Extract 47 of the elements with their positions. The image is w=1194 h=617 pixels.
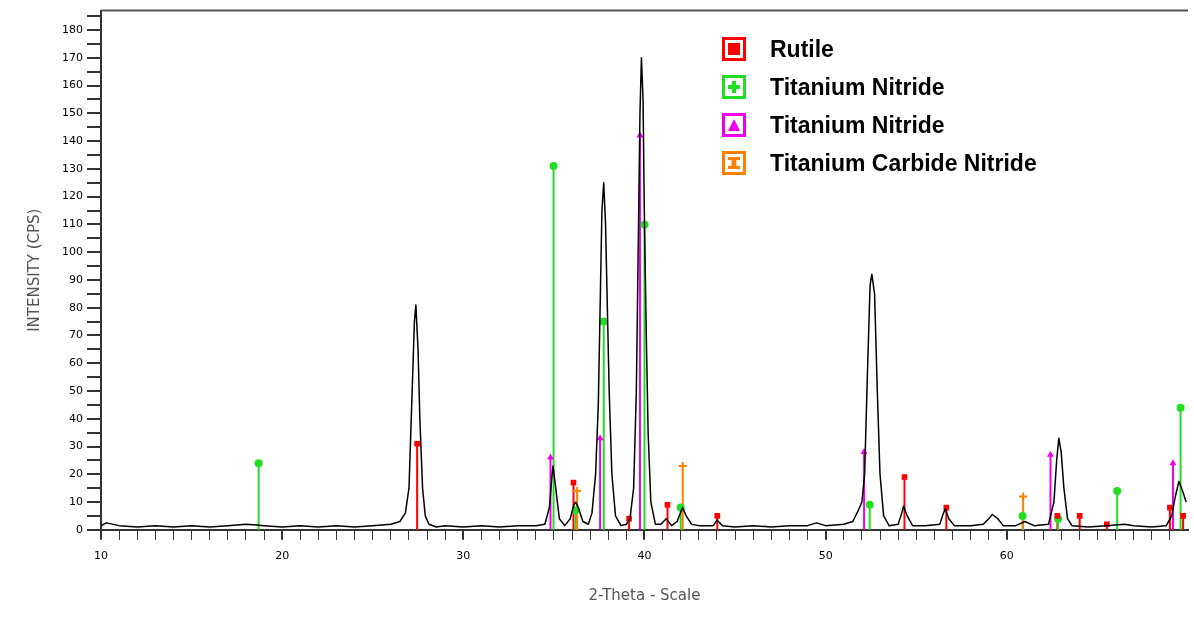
y-tick-label: 40 [69,411,83,425]
y-tick-label: 80 [69,300,83,314]
y-tick-label: 130 [62,161,83,175]
x-tick-label: 60 [999,549,1014,563]
y-tick-label: 150 [62,106,83,120]
y-tick-label: 140 [62,133,83,147]
point [414,440,420,447]
x-tick-label: 20 [275,549,290,563]
y-tick-label: 120 [62,189,83,203]
point [865,500,874,509]
y-tick-label: 20 [69,467,83,481]
point [1113,486,1122,495]
legend-label: Titanium Nitride [770,73,945,101]
legend-label: Rutile [770,35,834,63]
y-tick-label: 110 [62,217,83,231]
x-tick-label: 50 [818,549,833,563]
point [254,459,263,468]
y-tick-label: 90 [69,272,83,286]
x-tick-label: 30 [456,549,471,563]
point [664,501,671,508]
point [1180,513,1186,519]
point [1169,459,1177,466]
legend-label: Titanium Carbide Nitride [770,149,1037,177]
legend-label: Titanium Nitride [770,111,945,139]
x-tick-label: 10 [94,549,108,563]
point [1176,403,1185,412]
point [1076,513,1083,519]
y-tick-label: 70 [69,328,83,342]
point [1047,450,1054,457]
y-tick-label: 10 [69,494,83,508]
y-tick-label: 30 [69,439,83,453]
point [1054,513,1061,519]
point [714,513,721,519]
y-tick-label: 0 [76,522,83,536]
point [1018,511,1027,520]
y-tick-label: 50 [69,383,83,397]
y-tick-label: 180 [62,22,83,36]
x-tick-label: 40 [637,549,652,563]
point [547,453,554,460]
x-axis-title: 2-Theta - Scale [588,585,701,604]
y-axis-title: INTENSITY (CPS) [24,208,43,332]
point [901,474,908,480]
y-tick-label: 160 [62,78,83,92]
y-tick-label: 60 [69,356,83,370]
point [549,162,558,171]
y-tick-label: 170 [62,50,83,64]
y-tick-label: 100 [62,245,83,259]
